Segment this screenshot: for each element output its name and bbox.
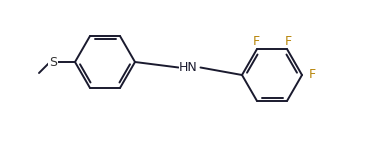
Text: F: F — [252, 34, 260, 48]
Text: HN: HN — [179, 61, 198, 74]
Text: S: S — [49, 56, 57, 69]
Text: F: F — [309, 68, 316, 81]
Text: F: F — [285, 34, 292, 48]
